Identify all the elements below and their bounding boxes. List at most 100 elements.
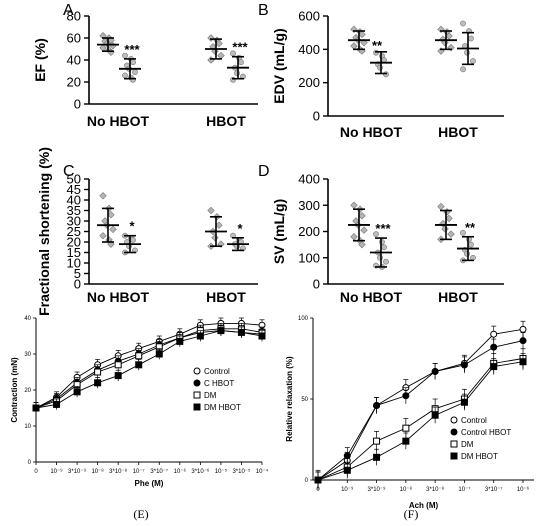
y-tick-label: 100 bbox=[298, 316, 309, 322]
legend-label: Control bbox=[461, 416, 487, 425]
data-point-diamond bbox=[350, 233, 358, 241]
legend-label: Control bbox=[204, 367, 230, 376]
data-point bbox=[490, 343, 498, 351]
legend-label: Control HBOT bbox=[461, 428, 511, 437]
x-tick-label: 10⁻⁷ bbox=[458, 486, 470, 493]
panel-a: A 0 20 40 60 80 EF (%) No HBOT HBOT *** *** bbox=[32, 2, 258, 129]
series-line bbox=[317, 361, 524, 481]
data-point-circle bbox=[383, 71, 389, 78]
x-axis-title: Phe (M) bbox=[135, 479, 164, 488]
x-tick-label: 10⁻⁶ bbox=[517, 486, 530, 493]
data-point-circle bbox=[468, 35, 474, 42]
significance-marker: ** bbox=[372, 38, 383, 53]
data-point-diamond bbox=[99, 44, 107, 52]
y-tick-label: 0 bbox=[313, 277, 320, 292]
data-point-diamond bbox=[360, 226, 368, 234]
y-tick-label: 400 bbox=[298, 42, 320, 57]
data-point bbox=[431, 411, 439, 419]
significance-marker: *** bbox=[375, 221, 391, 236]
y-tick-label: 25 bbox=[67, 224, 81, 239]
y-tick-label: 400 bbox=[298, 172, 320, 187]
group-3: ** bbox=[457, 220, 479, 264]
y-tick-label: 5 bbox=[74, 266, 81, 281]
y-tick-label: 30 bbox=[24, 352, 31, 358]
data-point-diamond bbox=[445, 214, 453, 223]
data-point bbox=[94, 379, 102, 387]
data-point-circle bbox=[464, 49, 470, 56]
y-tick-label: 200 bbox=[298, 75, 320, 90]
data-point-circle bbox=[383, 258, 389, 265]
y-axis-title: Contraction (mN) bbox=[10, 357, 19, 423]
legend-marker bbox=[193, 391, 201, 399]
legend-label: DM bbox=[204, 391, 217, 400]
significance-marker: * bbox=[129, 219, 135, 234]
category-label-0: No HBOT bbox=[87, 289, 150, 305]
category-label-0: No HBOT bbox=[87, 113, 150, 129]
data-point-circle bbox=[238, 59, 244, 66]
y-tick-label: 20 bbox=[67, 235, 81, 250]
data-point bbox=[155, 350, 163, 358]
data-point-circle bbox=[122, 72, 128, 79]
y-tick-label: 40 bbox=[67, 193, 81, 208]
panel-letter-a: A bbox=[63, 2, 74, 19]
data-point bbox=[519, 325, 527, 333]
data-point-circle bbox=[464, 250, 470, 257]
panel-e: 0 10 20 30 40 0 10⁻⁹ 3*10⁻⁹ 10⁻⁸ 3*10⁻⁸ 10⁻⁷ 3*10⁻⁷… bbox=[10, 316, 269, 521]
y-tick-label: 300 bbox=[298, 198, 320, 213]
data-point bbox=[53, 400, 61, 408]
data-point-circle bbox=[470, 254, 476, 261]
data-point-circle bbox=[460, 66, 466, 73]
legend-label: C HBOT bbox=[204, 379, 234, 388]
data-point bbox=[402, 424, 410, 432]
y-axis-title: Relative relaxation (%) bbox=[285, 356, 294, 442]
x-tick-label: 3*10⁻⁷ bbox=[150, 468, 168, 475]
data-point-diamond bbox=[443, 208, 451, 216]
data-point-circle bbox=[379, 239, 385, 245]
data-point-diamond bbox=[207, 34, 215, 42]
legend-label: DM HBOT bbox=[204, 403, 241, 412]
series-line bbox=[317, 340, 524, 481]
panel-b: B 0 200 400 600 EDV (mL/g) No HBOT HBOT ** bbox=[258, 2, 504, 140]
x-tick-label: 10⁻⁷ bbox=[133, 468, 145, 475]
x-tick-label: 3*10⁻⁸ bbox=[426, 486, 445, 493]
data-point-diamond bbox=[358, 240, 366, 249]
x-tick-label: 10⁻⁹ bbox=[341, 486, 354, 493]
series-line bbox=[35, 322, 263, 409]
category-label-1: HBOT bbox=[206, 289, 246, 305]
data-point-circle bbox=[470, 58, 476, 64]
data-point-diamond bbox=[217, 51, 225, 60]
panel-letter-c: C bbox=[63, 163, 75, 180]
data-point-circle bbox=[132, 69, 138, 75]
data-point-diamond bbox=[350, 201, 358, 209]
x-tick-label: 0 bbox=[34, 469, 38, 475]
y-tick-label: 10 bbox=[24, 424, 31, 430]
panel-letter-d: D bbox=[258, 163, 270, 180]
group-1 bbox=[370, 49, 392, 78]
group-1: *** bbox=[370, 221, 392, 270]
data-point bbox=[258, 332, 266, 340]
y-tick-label: 200 bbox=[298, 224, 320, 239]
data-point bbox=[176, 337, 184, 345]
y-tick-label: 60 bbox=[67, 31, 81, 46]
data-point-diamond bbox=[437, 202, 445, 211]
y-tick-label: 0 bbox=[305, 478, 309, 484]
x-tick-label: 3*10⁻⁹ bbox=[68, 468, 87, 475]
significance-marker: * bbox=[237, 221, 243, 236]
legend-label: DM HBOT bbox=[461, 452, 498, 461]
x-tick-label: 3*10⁻⁵ bbox=[232, 468, 251, 475]
data-point bbox=[402, 392, 410, 400]
data-point-diamond bbox=[207, 56, 215, 64]
data-point bbox=[196, 332, 204, 340]
data-point-circle bbox=[466, 236, 472, 243]
series-3 bbox=[314, 353, 527, 489]
legend-label: DM bbox=[461, 440, 474, 449]
group-0 bbox=[97, 32, 119, 57]
x-tick-label: 3*10⁻⁹ bbox=[368, 486, 387, 493]
group-0 bbox=[348, 201, 370, 249]
y-tick-label: 0 bbox=[313, 109, 320, 124]
panel-caption: (F) bbox=[404, 507, 419, 521]
data-point-circle bbox=[373, 231, 379, 238]
panel-caption: (E) bbox=[133, 507, 148, 521]
